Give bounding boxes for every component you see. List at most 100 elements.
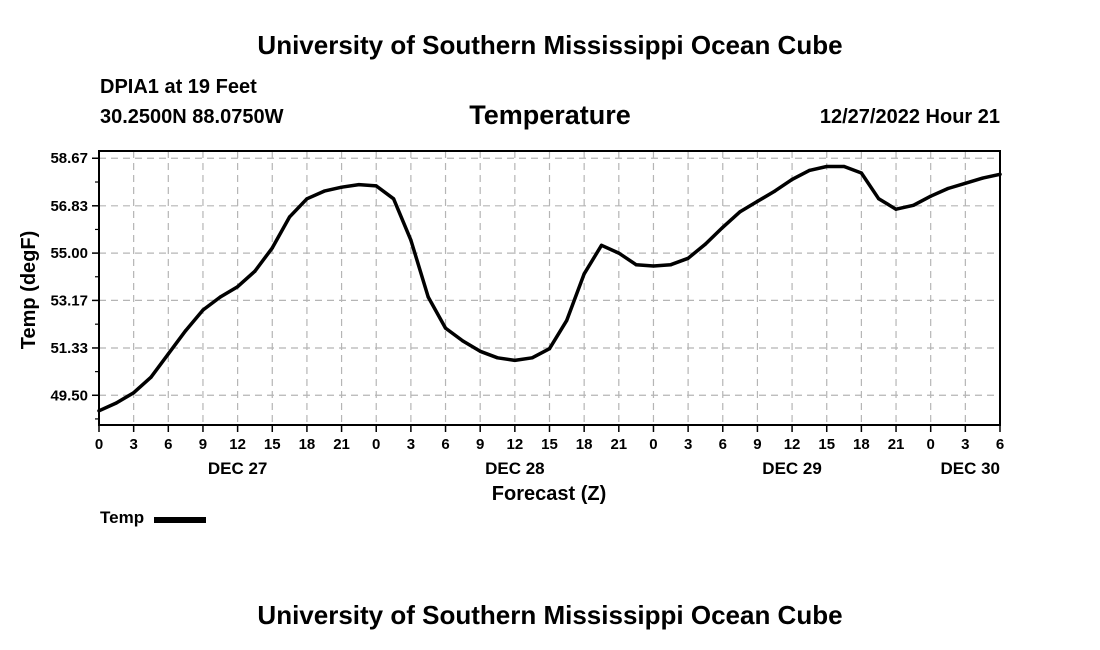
- data-point: [114, 401, 118, 405]
- x-tick-label: 21: [333, 436, 350, 453]
- y-tick-label: 53.17: [50, 292, 88, 309]
- data-point: [218, 295, 222, 299]
- grid-lines: [99, 151, 1000, 425]
- x-tick-label: 9: [753, 436, 761, 453]
- x-tick-label: 21: [888, 436, 905, 453]
- data-point: [807, 168, 812, 172]
- x-tick-label: 9: [199, 436, 207, 453]
- data-point: [478, 349, 482, 353]
- station-name: DPIA1 at 19 Feet: [100, 76, 257, 98]
- x-tick-label: 3: [961, 436, 969, 453]
- x-tick-label: 9: [476, 436, 484, 453]
- data-point: [513, 358, 517, 362]
- data-point: [929, 194, 933, 198]
- x-tick-label: 15: [818, 436, 835, 453]
- x-day-label: DEC 30: [940, 459, 1000, 478]
- x-tick-label: 6: [441, 436, 449, 453]
- data-point: [981, 176, 985, 180]
- data-point: [963, 181, 967, 185]
- data-point: [721, 225, 725, 229]
- data-point: [599, 243, 604, 247]
- data-point: [184, 329, 188, 333]
- data-point: [790, 177, 794, 181]
- x-tick-label: 12: [229, 436, 246, 453]
- y-tick-label: 49.50: [50, 387, 88, 404]
- data-point: [859, 171, 864, 175]
- y-tick-label: 51.33: [50, 340, 88, 357]
- data-point: [253, 269, 257, 273]
- data-point: [149, 375, 153, 379]
- x-tick-label: 6: [719, 436, 727, 453]
- data-point: [461, 339, 465, 343]
- data-point: [911, 203, 916, 207]
- y-tick-label: 58.67: [50, 150, 88, 167]
- y-axis-title: Temp (degF): [18, 231, 40, 350]
- data-point: [842, 164, 846, 169]
- legend: Temp: [100, 508, 207, 528]
- x-tick-label: 15: [541, 436, 558, 453]
- data-point: [894, 207, 898, 211]
- data-point: [443, 326, 448, 330]
- data-point: [305, 197, 309, 201]
- data-point: [270, 246, 274, 250]
- x-tick-label: 3: [129, 436, 137, 453]
- data-point: [634, 263, 638, 267]
- x-tick-label: 18: [853, 436, 870, 453]
- data-point: [166, 352, 170, 356]
- data-point: [132, 391, 136, 395]
- data-point: [409, 238, 413, 242]
- data-point: [738, 210, 742, 214]
- data-point: [530, 356, 534, 360]
- x-tick-label: 0: [95, 436, 103, 453]
- x-day-label: DEC 29: [762, 459, 822, 478]
- y-tick-label: 55.00: [50, 245, 88, 262]
- data-point: [582, 272, 586, 276]
- station-coordinates: 30.2500N 88.0750W: [100, 106, 284, 128]
- footer-title: University of Southern Mississippi Ocean…: [257, 600, 843, 630]
- data-point: [669, 263, 673, 267]
- axis-labels: 58.67 56.83 55.00 53.17 51.33 49.50 0 3 6 9 12 15 18…: [50, 150, 1004, 478]
- x-tick-label: 15: [264, 436, 281, 453]
- x-tick-label: 3: [684, 436, 692, 453]
- x-tick-label: 3: [407, 436, 415, 453]
- chart-title: Temperature: [469, 100, 631, 130]
- data-point: [340, 185, 344, 189]
- x-axis-title: Forecast (Z): [492, 483, 606, 505]
- x-tick-label: 0: [372, 436, 380, 453]
- data-point: [755, 199, 760, 203]
- tick-marks: [92, 157, 1001, 432]
- data-point: [392, 197, 396, 201]
- legend-label: Temp: [100, 508, 145, 527]
- data-point: [495, 356, 500, 360]
- data-point: [565, 318, 569, 322]
- data-point: [825, 164, 829, 169]
- run-time: 12/27/2022 Hour 21: [819, 106, 1000, 128]
- data-point: [686, 256, 690, 260]
- x-tick-label: 0: [927, 436, 935, 453]
- x-tick-label: 21: [610, 436, 627, 453]
- x-day-label: DEC 28: [485, 459, 545, 478]
- data-point: [288, 215, 292, 219]
- data-point: [357, 183, 361, 187]
- x-day-label: DEC 27: [208, 459, 268, 478]
- x-tick-label: 12: [507, 436, 524, 453]
- x-tick-label: 18: [299, 436, 316, 453]
- data-point: [703, 242, 708, 246]
- data-point: [651, 264, 656, 268]
- data-point: [877, 197, 881, 201]
- data-point: [773, 189, 777, 193]
- x-tick-label: 18: [576, 436, 593, 453]
- x-tick-label: 12: [784, 436, 801, 453]
- data-point: [946, 186, 950, 191]
- data-point: [201, 308, 205, 312]
- x-tick-label: 6: [996, 436, 1004, 453]
- series-layer: [97, 164, 1002, 413]
- x-tick-label: 6: [164, 436, 172, 453]
- data-point: [617, 251, 621, 255]
- x-tick-label: 0: [649, 436, 657, 453]
- data-point: [236, 285, 240, 289]
- data-point: [426, 295, 430, 299]
- data-point: [547, 347, 552, 351]
- legend-line-swatch: [154, 516, 207, 523]
